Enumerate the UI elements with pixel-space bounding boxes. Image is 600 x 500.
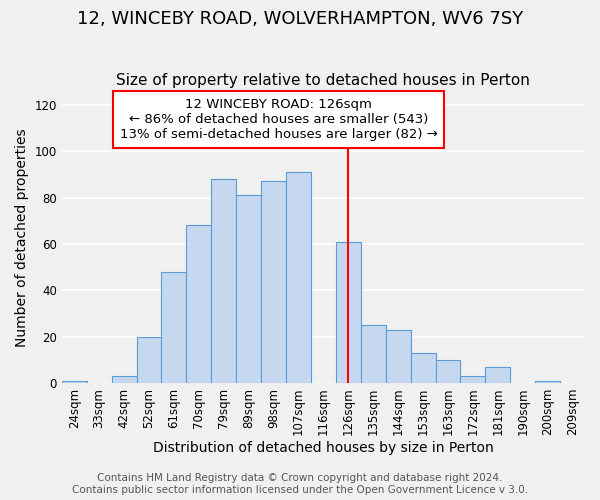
X-axis label: Distribution of detached houses by size in Perton: Distribution of detached houses by size … (153, 441, 494, 455)
Bar (436, 360, 460, 383)
Bar (236, 196, 261, 383)
Bar (361, 325, 386, 383)
Text: 12 WINCEBY ROAD: 126sqm
← 86% of detached houses are smaller (543)
13% of semi-d: 12 WINCEBY ROAD: 126sqm ← 86% of detache… (119, 98, 437, 141)
Text: 12, WINCEBY ROAD, WOLVERHAMPTON, WV6 7SY: 12, WINCEBY ROAD, WOLVERHAMPTON, WV6 7SY (77, 10, 523, 28)
Bar (137, 336, 161, 383)
Bar (460, 376, 485, 383)
Bar (62, 380, 87, 383)
Bar (161, 272, 187, 383)
Y-axis label: Number of detached properties: Number of detached properties (15, 129, 29, 348)
Title: Size of property relative to detached houses in Perton: Size of property relative to detached ho… (116, 73, 530, 88)
Bar (187, 226, 211, 383)
Bar (211, 179, 236, 383)
Bar (535, 380, 560, 383)
Bar (112, 376, 137, 383)
Bar (336, 242, 361, 383)
Bar (286, 172, 311, 383)
Text: Contains HM Land Registry data © Crown copyright and database right 2024.
Contai: Contains HM Land Registry data © Crown c… (72, 474, 528, 495)
Bar (410, 353, 436, 383)
Bar (261, 182, 286, 383)
Bar (386, 330, 410, 383)
Bar (485, 366, 510, 383)
